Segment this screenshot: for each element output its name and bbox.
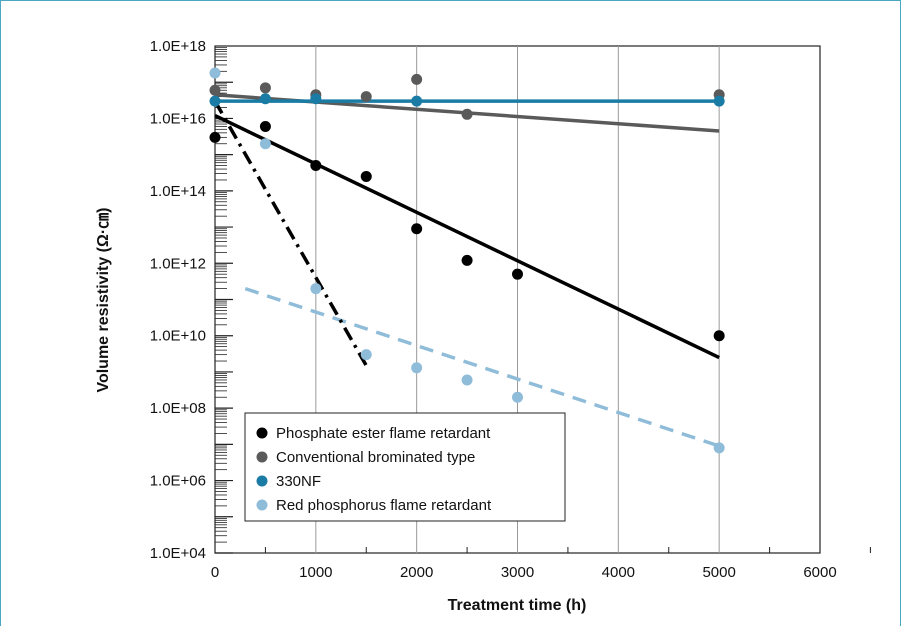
data-point xyxy=(461,254,473,266)
legend-marker xyxy=(256,475,268,487)
legend-label: Phosphate ester flame retardant xyxy=(276,425,491,442)
data-points xyxy=(209,67,725,454)
data-point xyxy=(209,67,221,79)
data-point xyxy=(360,170,372,182)
legend-marker xyxy=(256,427,268,439)
y-axis-title: Volume resistivity (Ω·㎝) xyxy=(95,207,112,392)
data-point xyxy=(310,93,322,105)
x-tick-label: 5000 xyxy=(702,564,735,581)
x-tick-label: 4000 xyxy=(602,564,635,581)
data-point xyxy=(713,330,725,342)
data-point xyxy=(411,362,423,374)
data-point xyxy=(209,131,221,143)
data-point xyxy=(360,349,372,361)
dash-dot-line xyxy=(213,100,368,367)
legend-marker xyxy=(256,499,268,511)
x-tick-label: 2000 xyxy=(400,564,433,581)
data-point xyxy=(310,160,322,172)
data-point xyxy=(411,95,423,107)
y-tick-label: 1.0E+04 xyxy=(150,545,206,562)
x-tick-labels: 0 1000 2000 3000 4000 5000 6000 xyxy=(211,564,837,581)
y-tick-label: 1.0E+10 xyxy=(150,328,206,345)
x-tick-label: 1000 xyxy=(299,564,332,581)
data-point xyxy=(209,95,221,107)
data-point xyxy=(713,95,725,107)
y-tick-label: 1.0E+06 xyxy=(150,473,206,490)
data-point xyxy=(512,391,523,403)
x-tick-label: 3000 xyxy=(501,564,534,581)
y-tick-label: 1.0E+14 xyxy=(150,183,206,200)
legend-label: 330NF xyxy=(276,473,321,490)
data-point xyxy=(259,93,271,105)
legend-box xyxy=(244,412,566,522)
legend-label: Red phosphorus flame retardant xyxy=(276,497,492,514)
data-point xyxy=(411,73,423,85)
data-point xyxy=(259,138,271,150)
x-tick-label: 6000 xyxy=(803,564,836,581)
data-point xyxy=(259,82,271,94)
legend-label: Conventional brominated type xyxy=(276,449,475,466)
y-tick-label: 1.0E+16 xyxy=(150,110,206,127)
data-point xyxy=(461,374,473,386)
y-tick-label: 1.0E+12 xyxy=(150,255,206,272)
legend-items: Phosphate ester flame retardant Conventio… xyxy=(256,425,492,514)
x-axis-title: Treatment time (h) xyxy=(448,597,587,614)
data-point xyxy=(209,84,221,96)
legend: Phosphate ester flame retardant Conventio… xyxy=(244,412,566,522)
data-point xyxy=(259,120,271,132)
y-tick-labels: 1.0E+04 1.0E+06 1.0E+08 1.0E+10 1.0E+12 1.0E+… xyxy=(150,38,206,562)
data-point xyxy=(360,91,372,103)
y-tick-label: 1.0E+08 xyxy=(150,400,206,417)
data-point xyxy=(461,108,473,120)
data-point xyxy=(310,283,322,295)
data-point xyxy=(713,442,725,454)
fit-line xyxy=(214,113,720,360)
x-tick-label: 0 xyxy=(211,564,219,581)
legend-marker xyxy=(256,451,268,463)
fit-line xyxy=(244,286,720,448)
data-point xyxy=(411,223,423,235)
y-tick-label: 1.0E+18 xyxy=(150,38,206,55)
data-point xyxy=(512,268,523,280)
